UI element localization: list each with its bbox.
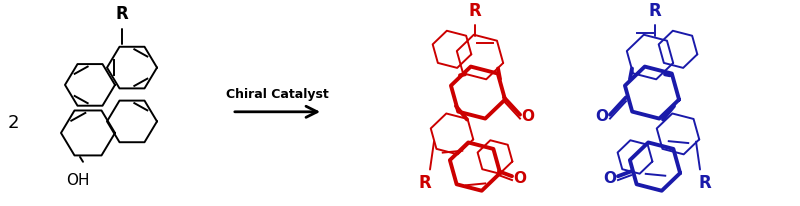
Text: OH: OH xyxy=(66,173,90,188)
Text: O: O xyxy=(595,109,609,124)
Text: Chiral Catalyst: Chiral Catalyst xyxy=(226,88,328,101)
Text: R: R xyxy=(418,174,431,192)
Text: R: R xyxy=(649,2,662,20)
Text: 2: 2 xyxy=(8,114,19,132)
Text: R: R xyxy=(698,174,711,192)
Text: O: O xyxy=(514,171,526,186)
Text: R: R xyxy=(469,2,482,20)
Text: O: O xyxy=(522,109,534,124)
Text: O: O xyxy=(603,171,617,186)
Text: R: R xyxy=(116,5,128,23)
